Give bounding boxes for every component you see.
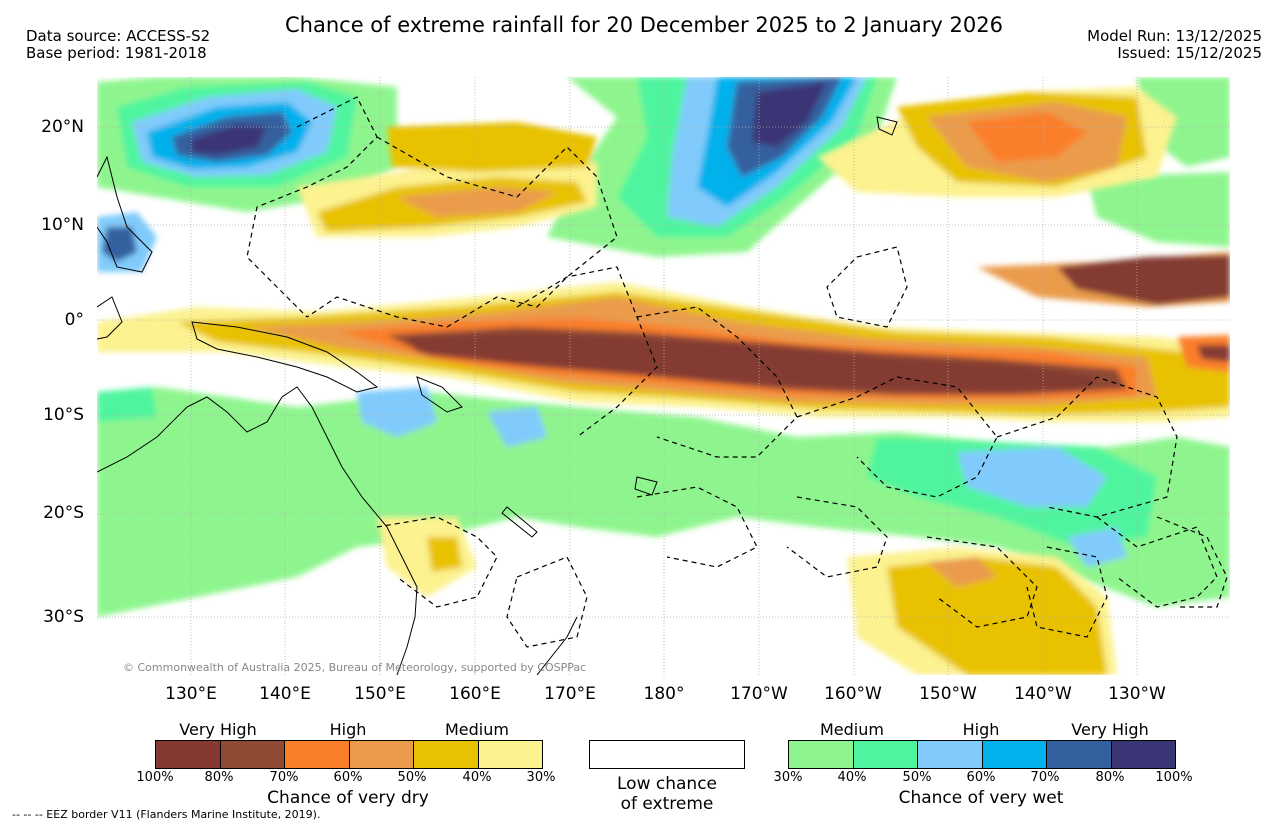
dry-caption: Chance of very dry (267, 788, 429, 808)
dry-tick: 80% (204, 770, 234, 785)
lon-label-160w: 160°W (824, 684, 882, 704)
dry-level-very-high: Very High (179, 720, 257, 739)
wet-tick: 70% (1030, 770, 1060, 785)
dry-region-north-high (397, 187, 557, 217)
lat-label-20n: 20°N (41, 117, 84, 137)
rainfall-map: © Commonwealth of Australia 2025, Bureau… (97, 77, 1230, 675)
dry-swatch (478, 741, 542, 768)
neutral-caption: Low chance of extreme (589, 774, 745, 814)
neutral-swatch (590, 741, 744, 768)
wet-region-coral-sea-2 (487, 407, 547, 447)
lat-label-10s: 10°S (43, 405, 84, 425)
lon-label-160e: 160°E (449, 684, 501, 704)
base-period-label: Base period: 1981-2018 (26, 44, 207, 62)
solomon-coastline (416, 376, 463, 413)
lon-label-170w: 170°W (730, 684, 788, 704)
graticule (97, 77, 1230, 675)
dry-region-south-high (927, 557, 997, 587)
new-guinea-coastline (191, 321, 379, 393)
wet-region-northeast-2 (1087, 172, 1230, 247)
new-caledonia-coastline (501, 506, 538, 538)
wet-region-coral-sea (357, 387, 437, 437)
philippines-coastline (97, 155, 153, 273)
dry-tick: 70% (269, 770, 299, 785)
wet-swatch (1111, 741, 1175, 768)
lat-label-10n: 10°N (41, 215, 84, 235)
lat-label-30s: 30°S (43, 607, 84, 627)
wet-region-extreme-core (192, 125, 267, 155)
dry-colorbar (155, 740, 543, 769)
wet-region-southern-belt-3 (957, 447, 1107, 507)
dry-tick: 30% (526, 770, 556, 785)
dry-region-east-3 (1197, 345, 1230, 362)
wet-tick: 60% (966, 770, 996, 785)
dry-tick: 60% (333, 770, 363, 785)
wet-tick: 40% (837, 770, 867, 785)
wet-caption: Chance of very wet (898, 788, 1064, 808)
dry-region-equatorial-core (407, 333, 1097, 392)
neutral-caption-line1: Low chance (617, 774, 717, 794)
wet-tick: 100% (1155, 770, 1193, 785)
wet-region-philippines-core (102, 227, 137, 262)
dry-swatch (349, 741, 414, 768)
wet-swatch (918, 741, 983, 768)
dry-level-medium: Medium (445, 720, 509, 739)
wet-swatch (982, 741, 1047, 768)
dry-level-high: High (329, 720, 367, 739)
australia-coastline (97, 386, 418, 675)
nz-coastline (536, 616, 578, 675)
wet-region-coral-sea-3 (1067, 527, 1127, 567)
fiji-coastline (634, 476, 658, 496)
lon-label-140w: 140°W (1014, 684, 1072, 704)
map-copyright: © Commonwealth of Australia 2025, Bureau… (123, 661, 586, 674)
lat-label-20s: 20°S (43, 503, 84, 523)
wet-anomaly-regions (97, 77, 1230, 617)
wet-swatch (853, 741, 918, 768)
wet-tick: 30% (773, 770, 803, 785)
wet-level-high: High (962, 720, 1000, 739)
dry-region-south-medium (887, 557, 1107, 675)
lon-label-170e: 170°E (544, 684, 596, 704)
wet-level-very-high: Very High (1071, 720, 1149, 739)
lat-label-0: 0° (64, 310, 84, 330)
lon-label-150e: 150°E (354, 684, 406, 704)
dry-swatch (414, 741, 479, 768)
lon-label-150w: 150°W (919, 684, 977, 704)
dry-swatch (285, 741, 350, 768)
wet-swatch (1047, 741, 1112, 768)
dry-tick: 100% (136, 770, 174, 785)
eez-borders (246, 96, 1228, 648)
model-run-label: Model Run: 13/12/2025 (1087, 27, 1262, 45)
eez-note: -- -- -- EEZ border V11 (Flanders Marine… (12, 808, 321, 821)
borneo-coastline (97, 296, 123, 340)
dry-tick: 40% (462, 770, 492, 785)
wet-level-medium: Medium (820, 720, 884, 739)
neutral-box (589, 740, 745, 769)
neutral-caption-line2: of extreme (620, 794, 714, 814)
lon-label-130w: 130°W (1108, 684, 1166, 704)
wet-swatch (789, 741, 854, 768)
dry-swatch (156, 741, 221, 768)
rainfall-map-canvas: © Commonwealth of Australia 2025, Bureau… (97, 77, 1230, 675)
dry-region-tasman-2 (427, 537, 462, 572)
lon-label-140e: 140°E (259, 684, 311, 704)
wet-colorbar (788, 740, 1176, 769)
wet-tick: 80% (1095, 770, 1125, 785)
dry-anomaly-regions (97, 87, 1230, 675)
lon-label-130e: 130°E (165, 684, 217, 704)
wet-region-central-north-6 (752, 82, 827, 147)
hawaii-coastline (876, 116, 898, 136)
issued-label: Issued: 15/12/2025 (1117, 44, 1262, 62)
dry-tick: 50% (397, 770, 427, 785)
dry-region-hawaii-veryhigh (967, 112, 1087, 162)
wet-tick: 50% (902, 770, 932, 785)
dry-region-north-2 (387, 122, 597, 172)
dry-region-east-core (1057, 255, 1230, 305)
coastlines (97, 116, 898, 675)
lon-label-180: 180° (643, 684, 685, 704)
data-source-label: Data source: ACCESS-S2 (26, 27, 211, 45)
wet-region-west-indonesia (97, 387, 157, 422)
map-title: Chance of extreme rainfall for 20 Decemb… (285, 13, 1003, 37)
dry-swatch (220, 741, 285, 768)
